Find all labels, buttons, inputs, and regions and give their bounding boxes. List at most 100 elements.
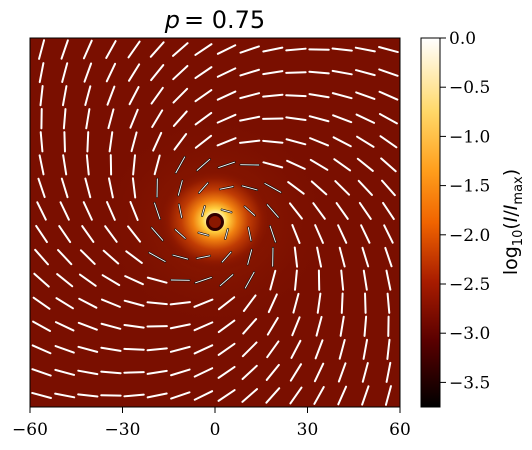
polarization-tick [361,362,369,383]
polarization-tick [315,315,323,337]
polarization-tick [364,292,367,314]
polarization-tick [193,390,214,401]
colorbar-label: log10(I/Imax) [500,169,526,275]
colorbar-label-sub10: 10 [511,230,526,247]
chart-title-var: p [164,6,180,34]
colorbar-gradient [420,37,441,408]
polarization-tick [146,276,168,284]
polarization-tick [132,154,136,176]
polarization-tick [266,316,279,336]
polarization-tick-highlight [175,156,186,174]
polarization-tick [62,108,67,130]
polarization-tick [340,292,344,314]
polarization-tick [314,339,324,360]
polarization-tick [56,273,74,288]
polarization-tick [32,296,51,310]
polarization-tick [262,139,284,144]
polarization-tick [100,346,122,352]
polarization-tick [338,246,346,268]
chart-title: p = 0.75 [164,6,265,34]
polarization-tick [131,177,137,199]
polarization-tick [382,201,395,221]
polarization-tick [123,323,145,329]
polarization-tick [289,363,303,382]
polarization-tick-highlight [195,277,212,284]
polarization-tick [193,321,214,332]
polarization-tick [331,92,353,100]
polarization-tick [170,368,191,377]
polarization-tick [57,249,73,266]
polarization-tick [362,338,369,360]
polarization-tick [334,180,351,196]
polarization-tick [150,86,164,105]
polarization-tick [31,391,52,399]
polarization-tick [123,393,145,398]
polarization-tick [216,137,237,147]
polarization-tick [128,86,140,106]
polarization-tick [378,68,399,77]
polarization-tick [313,385,325,405]
colorbar-ticks: 0.0 −0.5 −1.0 −1.5 −2.0 −2.5 −3.0 −3.5 [440,29,490,393]
polarization-tick [217,319,236,334]
polarization-tick [61,62,69,83]
polarization-tick [127,225,142,243]
polarization-tick [82,201,93,221]
polarization-tick [104,225,118,243]
colorbar-tick-label: −2.0 [449,226,490,246]
polarization-tick-highlight [247,227,252,241]
polarization-tick [337,385,348,406]
polarization-tick [61,85,68,107]
polarization-tick [308,93,330,99]
polarization-tick [37,177,46,199]
polarization-tick-highlight [174,229,186,239]
polarization-tick [54,368,76,376]
polarization-tick [85,108,91,130]
polarization-tick [358,201,372,220]
polarization-tick [216,44,237,55]
polarization-tick-highlight [148,252,166,262]
polarization-tick [102,249,120,265]
polarization-tick [313,362,325,383]
polarization-tick [31,344,52,355]
colorbar-label-Imax: I [500,204,522,210]
polarization-tick [38,62,45,84]
polarization-tick [241,341,258,358]
polarization-tick [339,315,345,337]
polarization-tick [285,94,307,98]
polarization-tick [262,161,284,169]
polarization-tick [292,292,300,314]
polarization-tick [194,43,213,56]
colorbar-tick-label: −3.5 [449,373,490,393]
polarization-tick [355,91,376,100]
polarization-tick [310,180,328,196]
polarization-tick [193,344,214,355]
polarization-tick [129,200,139,221]
polarization-tick [106,85,116,106]
polarization-tick-highlight [219,186,234,190]
polarization-tick-highlight [264,183,282,193]
polarization-tick [125,250,143,264]
polarization-tick-highlight [196,158,211,171]
polarization-tick [170,391,191,400]
polarization-tick [172,87,189,104]
polarization-tick [172,110,188,127]
colorbar-label-paren-close: ) [500,169,522,176]
polarization-tick [239,68,260,77]
polarization-tick [316,246,323,268]
colorbar-label-slash: / [500,210,522,217]
polarization-tick-highlight [178,204,183,218]
polarization-tick [331,47,353,52]
polarization-tick [127,40,141,59]
polarization-tick [294,269,298,291]
polarization-tick [77,345,99,353]
polarization-tick [216,90,237,101]
polarization-tick [332,136,352,148]
polarization-tick [337,362,347,383]
chart-title-value: = 0.75 [184,6,265,34]
polarization-tick [308,115,330,123]
polarization-tick [357,179,373,196]
polarization-tick [355,113,376,124]
polarization-tick [379,135,398,149]
polarization-tick-highlight [151,227,164,241]
polarization-tick [239,115,261,122]
